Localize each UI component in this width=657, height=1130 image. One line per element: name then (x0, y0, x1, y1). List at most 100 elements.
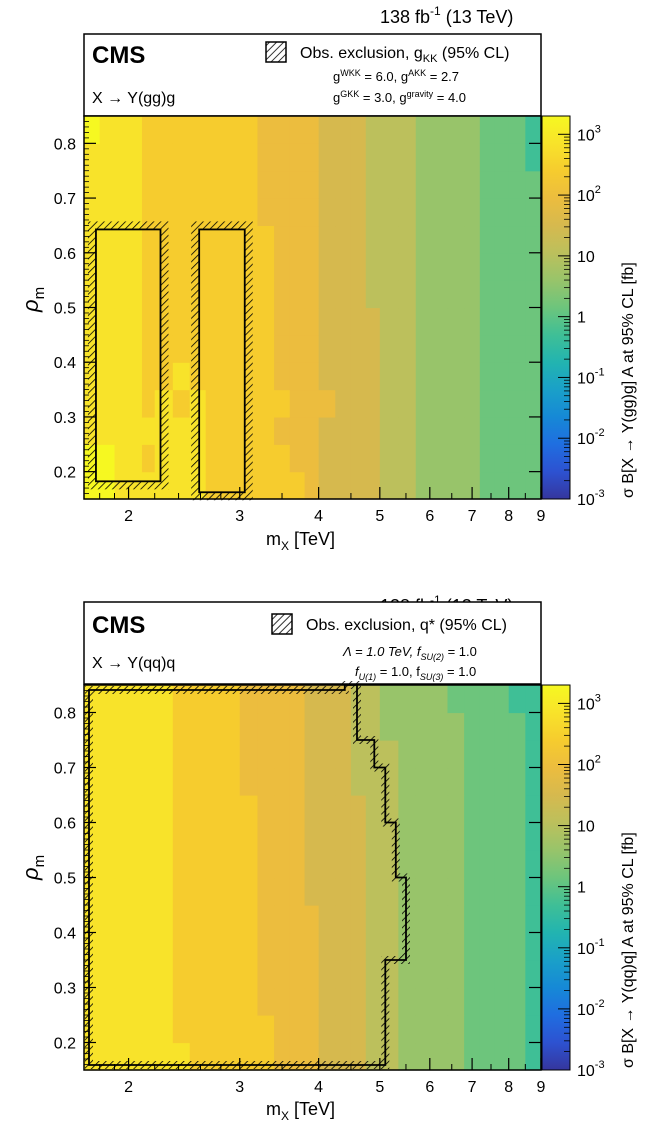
heatmap-cell (494, 1042, 510, 1071)
heatmap-cell (398, 307, 417, 336)
heatmap-cell (479, 198, 496, 227)
heatmap-cell (172, 143, 191, 172)
heatmap-cell (494, 712, 510, 741)
heatmap-cell (508, 170, 526, 199)
heatmap-cell (205, 362, 222, 391)
heatmap-cell (447, 389, 465, 418)
heatmap-cell (289, 1015, 306, 1044)
heatmap-cell (220, 960, 241, 989)
heatmap-cell (154, 795, 174, 824)
heatmap-cell (365, 960, 381, 989)
heatmap-cell (429, 416, 449, 445)
heatmap-cell (379, 198, 399, 227)
heatmap-cell (205, 712, 222, 741)
colorbar-tick-label: 10 (577, 249, 595, 266)
heatmap-cell (205, 170, 222, 199)
heatmap-cell (220, 740, 241, 769)
exclusion-contour (95, 228, 162, 483)
heatmap-cell (350, 795, 367, 824)
heatmap-cell (429, 225, 449, 254)
heatmap-cell (289, 767, 306, 796)
heatmap-cell (141, 877, 156, 906)
heatmap-cell (525, 170, 542, 199)
colorbar-tick-label: 102 (577, 184, 601, 205)
heatmap-cell (379, 932, 399, 961)
heatmap-cell (99, 767, 116, 796)
heatmap-cell (189, 767, 207, 796)
heatmap-cell (335, 362, 352, 391)
exclusion-contour (198, 228, 246, 494)
heatmap-cell (379, 471, 399, 500)
heatmap-cell (508, 389, 526, 418)
heatmap-cell (205, 307, 222, 336)
heatmap-cell (464, 143, 481, 172)
heatmap-cell (172, 712, 191, 741)
heatmap-cell (257, 116, 275, 144)
heatmap-cell (304, 362, 320, 391)
legend-label: Obs. exclusion, gKK (95% CL) (300, 45, 509, 65)
heatmap-cell (239, 712, 259, 741)
heatmap-cell (464, 280, 481, 309)
y-tick-label: 0.4 (54, 926, 76, 943)
heatmap-cell (350, 389, 367, 418)
heatmap-cell (479, 280, 496, 309)
heatmap-cell (304, 143, 320, 172)
heatmap-cell (289, 225, 306, 254)
heatmap-cell (379, 116, 399, 144)
heatmap-cell (398, 362, 417, 391)
heatmap-cell (335, 740, 352, 769)
heatmap-cell (189, 822, 207, 851)
heatmap-cell (99, 987, 116, 1016)
heatmap-cell (114, 143, 130, 172)
heatmap-cell (365, 1015, 381, 1044)
heatmap-cell (205, 225, 222, 254)
heatmap-cell (494, 960, 510, 989)
heatmap-cell (257, 740, 275, 769)
heatmap-cell (220, 362, 241, 391)
heatmap-cell (350, 280, 367, 309)
heatmap-cell (398, 960, 417, 989)
heatmap-cell (350, 198, 367, 227)
heatmap-cell (398, 416, 417, 445)
heatmap-cell (154, 850, 174, 879)
heatmap-cell (220, 444, 241, 473)
heatmap-cell (304, 905, 320, 934)
heatmap-cell (128, 444, 143, 473)
legend-params-line1: Λ = 1.0 TeV, fSU(2) = 1.0 (342, 644, 477, 662)
heatmap-cell (365, 850, 381, 879)
heatmap-cell (365, 685, 381, 714)
heatmap-cell (114, 960, 130, 989)
heatmap-cell (304, 740, 320, 769)
heatmap-cell (464, 712, 481, 741)
heatmap-cell (447, 987, 465, 1016)
heatmap-cell (365, 334, 381, 363)
x-tick-label: 7 (468, 1079, 477, 1096)
heatmap-cell (447, 225, 465, 254)
heatmap-cell (379, 362, 399, 391)
heatmap-cell (154, 198, 174, 227)
heatmap-cell (415, 252, 431, 281)
x-axis-label: mX [TeV] (266, 529, 335, 553)
heatmap-cell (141, 362, 156, 391)
heatmap-cell (154, 932, 174, 961)
heatmap-cell (508, 960, 526, 989)
heatmap-cell (508, 795, 526, 824)
heatmap-cell (318, 1015, 336, 1044)
heatmap-cell (350, 905, 367, 934)
heatmap-cell (141, 932, 156, 961)
heatmap-cell (464, 740, 481, 769)
heatmap-cell (318, 362, 336, 391)
heatmap-cell (350, 767, 367, 796)
heatmap-cell (350, 252, 367, 281)
x-tick-label: 4 (314, 508, 323, 525)
heatmap-cell (464, 444, 481, 473)
heatmap-cell (289, 822, 306, 851)
heatmap-cell (172, 960, 191, 989)
heatmap-cell (304, 334, 320, 363)
heatmap-cell (114, 389, 130, 418)
heatmap-cell (447, 143, 465, 172)
y-axis-ticks: 0.2 0.3 0.4 0.5 0.6 0.7 0.8 (54, 684, 541, 1071)
heatmap-cell (220, 116, 241, 144)
heatmap-cell (114, 116, 130, 144)
heatmap-cell (508, 740, 526, 769)
